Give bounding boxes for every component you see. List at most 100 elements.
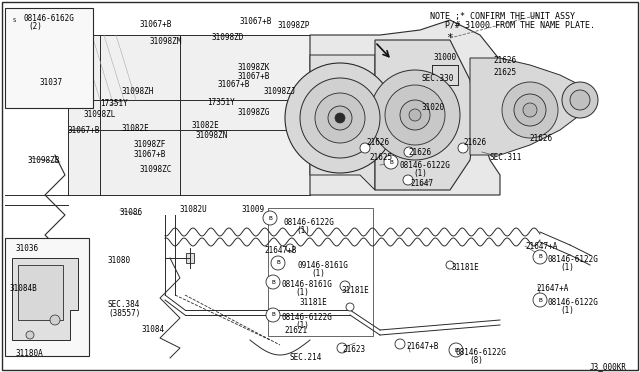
Circle shape [533, 250, 547, 264]
Circle shape [8, 14, 20, 26]
Text: NOTE ;* CONFIRM THE UNIT ASSY: NOTE ;* CONFIRM THE UNIT ASSY [430, 12, 575, 21]
Text: (1): (1) [296, 226, 310, 235]
Polygon shape [310, 55, 375, 190]
Circle shape [523, 103, 537, 117]
Text: S: S [12, 17, 15, 22]
Text: B: B [538, 254, 542, 260]
Text: P/# 31000 FROM THE NAME PLATE.: P/# 31000 FROM THE NAME PLATE. [430, 21, 595, 30]
Text: 31036: 31036 [15, 244, 38, 253]
Text: 31067+B: 31067+B [140, 20, 172, 29]
Text: 31080: 31080 [108, 256, 131, 265]
Text: 21647+B: 21647+B [264, 246, 296, 255]
Text: B: B [538, 298, 542, 302]
Text: B: B [271, 312, 275, 317]
Text: 08146-6122G: 08146-6122G [547, 255, 598, 264]
Text: 21621: 21621 [284, 326, 307, 335]
Text: 31098ZK: 31098ZK [237, 63, 269, 72]
Text: B: B [271, 279, 275, 285]
Bar [5, 8, 93, 108]
Circle shape [570, 90, 590, 110]
Text: (1): (1) [295, 321, 309, 330]
Text: 31098ZN: 31098ZN [196, 131, 228, 140]
Text: SEC.214: SEC.214 [290, 353, 323, 362]
Circle shape [315, 93, 365, 143]
Polygon shape [470, 58, 590, 155]
Text: 31082E: 31082E [191, 121, 219, 130]
Text: (1): (1) [295, 288, 309, 297]
Text: 08146-6162G: 08146-6162G [23, 14, 74, 23]
Text: 21625: 21625 [493, 68, 516, 77]
Text: 31067+B: 31067+B [237, 72, 269, 81]
Text: 08146-6122G: 08146-6122G [547, 298, 598, 307]
Circle shape [271, 256, 285, 270]
Circle shape [446, 261, 454, 269]
Text: 31000: 31000 [433, 53, 456, 62]
Circle shape [285, 63, 395, 173]
Circle shape [458, 143, 468, 153]
Text: 08146-6122G: 08146-6122G [282, 313, 333, 322]
Text: 31098ZG: 31098ZG [237, 108, 269, 117]
Text: 31067+B: 31067+B [218, 80, 250, 89]
Circle shape [385, 85, 445, 145]
Text: B: B [454, 347, 458, 353]
Circle shape [337, 343, 347, 353]
Text: 31181E: 31181E [300, 298, 328, 307]
Text: 31084: 31084 [142, 325, 165, 334]
Circle shape [340, 281, 350, 291]
Text: 21623: 21623 [342, 345, 365, 354]
Text: 21626: 21626 [529, 134, 552, 143]
Text: SEC.330: SEC.330 [421, 74, 453, 83]
Text: 08146-6122G: 08146-6122G [456, 348, 507, 357]
Text: 31009: 31009 [241, 205, 264, 214]
Text: (1): (1) [413, 169, 427, 178]
Circle shape [384, 155, 398, 169]
Text: 31098ZJ: 31098ZJ [263, 87, 296, 96]
Text: 31098ZF: 31098ZF [134, 140, 166, 149]
Text: (1): (1) [560, 306, 574, 315]
Circle shape [404, 147, 414, 157]
Text: 31067+B: 31067+B [134, 150, 166, 159]
Text: 31180A: 31180A [16, 349, 44, 358]
Text: B: B [268, 215, 272, 221]
Polygon shape [68, 35, 310, 195]
Circle shape [346, 303, 354, 311]
Circle shape [26, 331, 34, 339]
Text: 08146-8161G: 08146-8161G [282, 280, 333, 289]
Circle shape [533, 293, 547, 307]
Text: 21626: 21626 [493, 56, 516, 65]
Circle shape [400, 100, 430, 130]
Text: 08146-6122G: 08146-6122G [283, 218, 334, 227]
Text: 31067+B: 31067+B [68, 126, 100, 135]
Text: 21625: 21625 [369, 153, 392, 162]
Text: 17351Y: 17351Y [207, 98, 235, 107]
Circle shape [52, 47, 68, 63]
Bar [268, 208, 373, 336]
Circle shape [395, 339, 405, 349]
Circle shape [335, 113, 345, 123]
Text: 21647+B: 21647+B [406, 342, 438, 351]
Text: 31098ZL: 31098ZL [83, 110, 115, 119]
Circle shape [50, 315, 60, 325]
Text: SEC.384: SEC.384 [108, 300, 140, 309]
Text: 31020: 31020 [421, 103, 444, 112]
Text: SEC.311: SEC.311 [490, 153, 522, 162]
Text: 31098ZM: 31098ZM [149, 37, 181, 46]
Circle shape [449, 343, 463, 357]
Text: 31098ZB: 31098ZB [28, 156, 60, 165]
Text: 31181E: 31181E [342, 286, 370, 295]
Text: 21626: 21626 [463, 138, 486, 147]
Circle shape [360, 143, 370, 153]
Text: 21647+A: 21647+A [536, 284, 568, 293]
Text: 31098ZH: 31098ZH [121, 87, 154, 96]
Text: (38557): (38557) [108, 309, 140, 318]
Bar [5, 238, 89, 356]
Text: J3_000KR: J3_000KR [590, 362, 627, 371]
Circle shape [286, 244, 294, 252]
Text: 31082E: 31082E [122, 124, 150, 133]
Text: 09146-8161G: 09146-8161G [298, 261, 349, 270]
Text: 21626: 21626 [366, 138, 389, 147]
Circle shape [370, 70, 460, 160]
Text: B: B [389, 160, 393, 164]
Polygon shape [375, 40, 475, 190]
Bar [186, 253, 194, 263]
